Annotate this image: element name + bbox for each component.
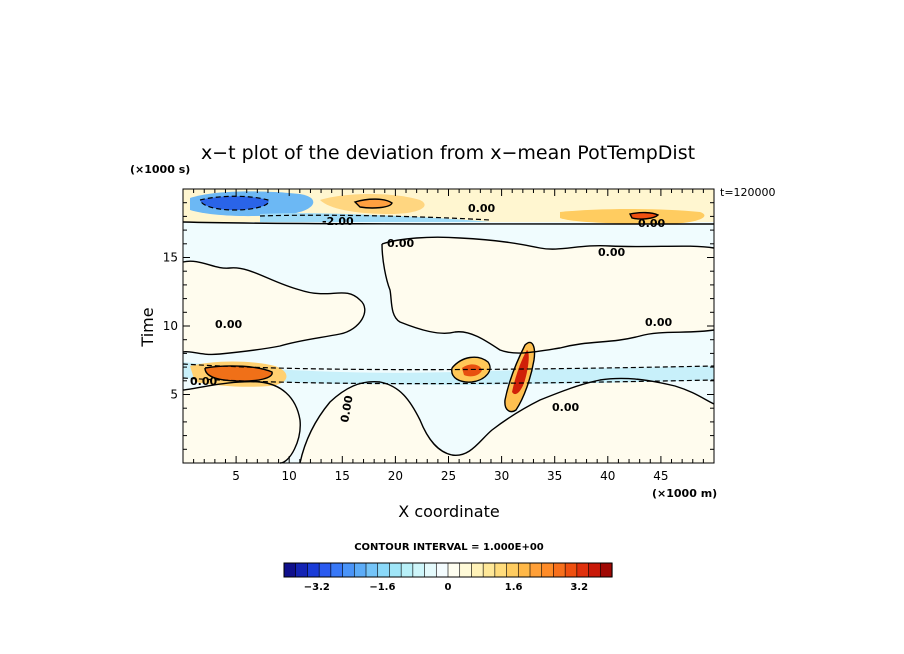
field-region-cream-center [382, 237, 714, 354]
colorbar-tick-label: −3.2 [304, 582, 330, 593]
contour-zero-center-lower [381, 243, 715, 354]
colorbar-tick-label: 3.2 [570, 582, 588, 593]
contour-cold-top-strip [259, 214, 491, 221]
contour-zero-top [182, 221, 715, 225]
x-tick-label: 20 [388, 469, 403, 483]
y-axis-label: Time [138, 307, 157, 347]
contour-zero-lower-center [299, 377, 715, 464]
contour-cold-band-upper [182, 363, 715, 371]
y-unit-label: (×1000 s) [130, 163, 190, 176]
colorbar-cell [377, 562, 391, 578]
colorbar-cell [353, 562, 367, 578]
y-tick-label: 15 [163, 251, 178, 265]
x-tick-label: 35 [547, 469, 562, 483]
x-axis: 5 10 15 20 25 30 35 40 45 [193, 189, 704, 483]
colorbar-cell [506, 562, 519, 578]
colorbar-cell [599, 562, 613, 578]
field-warm-core-top-center [355, 199, 392, 208]
colorbar-cell [529, 562, 543, 578]
contour-label: 0.00 [387, 237, 414, 250]
colorbar-cell [482, 562, 496, 578]
colorbar-cell [283, 562, 297, 578]
colorbar-cell [459, 562, 473, 578]
x-tick-label: 40 [600, 469, 615, 483]
contour-label: 0.00 [468, 202, 495, 215]
colorbar-cell [424, 562, 437, 578]
colorbar-cell [564, 562, 578, 578]
contour-cold-band-lower [182, 377, 715, 385]
contour-label: 0.00 [215, 318, 242, 331]
colorbar-cell [400, 562, 414, 578]
contour-label: 0.00 [190, 375, 217, 388]
contour-interval-label: CONTOUR INTERVAL = 1.000E+00 [354, 542, 544, 553]
x-axis-label: X coordinate [398, 502, 499, 521]
field-cold-core-top-left [200, 196, 269, 210]
colorbar-cell [412, 562, 426, 578]
colorbar-cell [471, 562, 484, 578]
contour-zero-lower-left [182, 380, 301, 464]
contour-warm-center [451, 356, 491, 383]
colorbar-cell [342, 562, 355, 578]
colorbar-cell [389, 562, 402, 578]
negative-contours [182, 195, 715, 385]
y-tick-label: 10 [163, 319, 178, 333]
x-tick-label: 25 [441, 469, 456, 483]
colorbar-cell [295, 562, 309, 578]
colorbar-frame [283, 562, 613, 578]
contour-label: -2.00 [322, 215, 354, 228]
colorbar-cell [588, 562, 601, 578]
colorbar-tick-label: 1.6 [505, 582, 523, 593]
contour-label: 0.00 [645, 316, 672, 329]
colorbar: −3.2 −1.6 0 1.6 3.2 [283, 562, 613, 593]
colorbar-cell [447, 562, 461, 578]
contour-warm-top-center [353, 198, 393, 209]
contour-label: 0.00 [638, 217, 665, 230]
x-tick-label: 5 [232, 469, 240, 483]
chart-title: x−t plot of the deviation from x−mean Po… [201, 142, 695, 164]
field-band-cold [183, 362, 714, 385]
field-warm-core-right [512, 350, 529, 395]
contour-warm-top-right [628, 211, 660, 220]
colorbar-cell [365, 562, 379, 578]
colorbar-cell [318, 562, 332, 578]
field-warm-core-left [205, 365, 273, 382]
x-tick-label: 15 [335, 469, 350, 483]
contour-warm-left [204, 365, 273, 382]
plot-area: 0.00 0.00 0.00 0.00 0.00 0.00 0.00 0.00 … [182, 188, 715, 464]
colorbar-cell [330, 562, 344, 578]
contour-cold-top-left [199, 195, 270, 211]
colorbar-cell [307, 562, 320, 578]
contour-label: 0.00 [598, 246, 625, 259]
colorbar-tick-label: 0 [445, 582, 452, 593]
x-tick-label: 45 [653, 469, 668, 483]
time-label: t=120000 [720, 186, 776, 199]
x-unit-label: (×1000 m) [652, 487, 717, 500]
x-tick-label: 30 [494, 469, 509, 483]
x-tick-label: 10 [282, 469, 297, 483]
y-tick-label: 5 [170, 388, 178, 402]
contour-zero-center [381, 236, 715, 250]
colorbar-cell [435, 562, 449, 578]
y-axis: 5 10 15 [163, 202, 714, 450]
contour-label: 0.00 [338, 394, 356, 423]
field-region-cream-lower-left [183, 381, 301, 463]
contour-zero-left [182, 260, 366, 356]
colorbar-cell [553, 562, 566, 578]
colorbar-cell [576, 562, 590, 578]
colorbar-cell [494, 562, 508, 578]
colorbar-tick-label: −1.6 [369, 582, 395, 593]
contour-label: 0.00 [552, 401, 579, 414]
field-region-cream-left [183, 261, 365, 355]
field-region-cream-lower-center [300, 378, 714, 463]
colorbar-cell [541, 562, 555, 578]
field-warm-core-center [462, 364, 482, 377]
contour-warm-right [504, 341, 536, 413]
colorbar-cell [517, 562, 531, 578]
zero-contours [182, 198, 715, 464]
